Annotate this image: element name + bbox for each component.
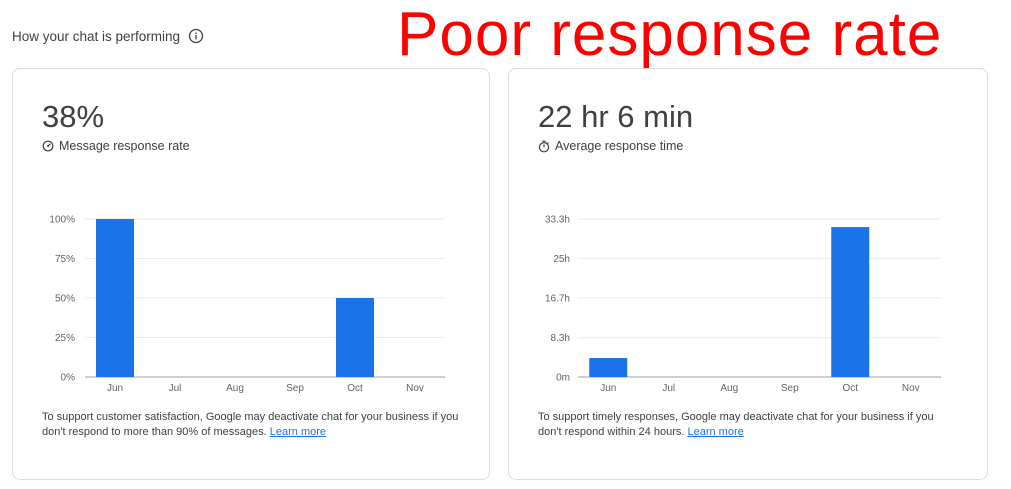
- response-rate-value: 38%: [42, 99, 105, 134]
- y-tick-label: 0m: [556, 373, 570, 384]
- gauge-icon: [42, 140, 54, 152]
- x-tick-label: Aug: [226, 383, 244, 394]
- y-tick-label: 25%: [55, 333, 75, 344]
- response-time-note-text: To support timely responses, Google may …: [538, 411, 934, 438]
- x-tick-label: Oct: [347, 383, 363, 394]
- x-tick-label: Jul: [169, 383, 182, 394]
- y-tick-label: 50%: [55, 294, 75, 305]
- response-rate-metric: Message response rate: [42, 139, 190, 153]
- y-tick-label: 100%: [49, 215, 75, 226]
- y-tick-label: 75%: [55, 254, 75, 265]
- y-tick-label: 25h: [553, 254, 570, 265]
- overlay-annotation: Poor response rate: [397, 0, 943, 69]
- response-time-value: 22 hr 6 min: [538, 99, 694, 134]
- bar-jun[interactable]: [589, 358, 628, 377]
- bar-oct[interactable]: [831, 227, 870, 377]
- learn-more-link[interactable]: Learn more: [687, 426, 744, 438]
- response-time-card: 22 hr 6 min Average response time 33.3h 2…: [508, 68, 988, 480]
- x-tick-label: Nov: [902, 383, 920, 394]
- response-time-metric: Average response time: [538, 139, 683, 153]
- y-tick-label: 33.3h: [545, 215, 570, 226]
- response-rate-chart: 100% 75% 50% 25% 0% Jun Jul Aug Sep Oct Nov: [49, 215, 445, 394]
- learn-more-link[interactable]: Learn more: [269, 426, 327, 438]
- x-tick-label: Jul: [662, 383, 675, 394]
- x-tick-label: Oct: [842, 383, 858, 394]
- y-tick-label: 0%: [61, 373, 76, 384]
- response-time-chart: 33.3h 25h 16.7h 8.3h 0m Jun Jul Aug Sep Oct Nov: [545, 215, 941, 394]
- info-icon[interactable]: [188, 28, 204, 44]
- response-rate-note-text: To support customer satisfaction, Google…: [42, 411, 459, 438]
- response-time-label: Average response time: [555, 139, 684, 153]
- section-header: How your chat is performing: [12, 26, 204, 46]
- response-rate-card: 38% Message response rate 100% 75% 50% 25% 0…: [12, 68, 490, 480]
- response-rate-note: To support customer satisfaction, Google…: [42, 410, 462, 440]
- section-title: How your chat is performing: [12, 28, 181, 44]
- response-time-note: To support timely responses, Google may …: [538, 410, 958, 440]
- stopwatch-icon: [538, 140, 550, 153]
- y-tick-label: 16.7h: [545, 293, 570, 304]
- x-tick-label: Sep: [781, 383, 799, 394]
- y-tick-label: 8.3h: [551, 333, 570, 344]
- x-tick-label: Jun: [600, 383, 616, 394]
- x-tick-label: Sep: [286, 383, 304, 394]
- x-tick-label: Nov: [406, 383, 424, 394]
- x-tick-label: Aug: [720, 383, 738, 394]
- x-tick-label: Jun: [107, 383, 123, 394]
- response-rate-label: Message response rate: [59, 139, 190, 153]
- bar-oct[interactable]: [336, 298, 374, 377]
- bar-jun[interactable]: [96, 219, 134, 377]
